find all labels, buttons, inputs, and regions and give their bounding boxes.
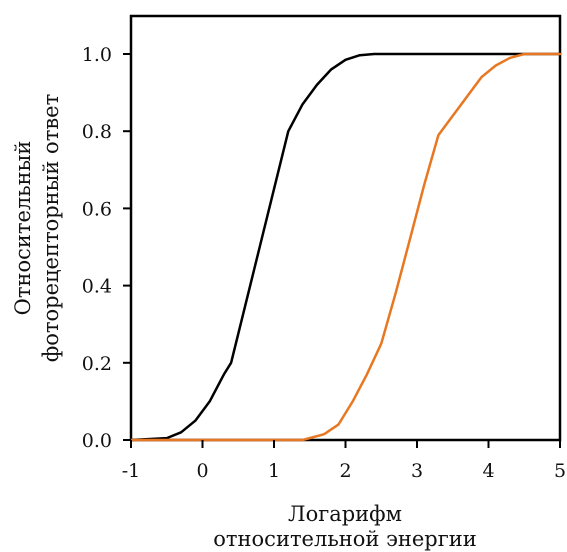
series-group [129,52,562,442]
plot-frame [129,14,562,442]
x-tick-label: 1 [268,460,280,482]
y-axis-title-line-2: фоторецепторный ответ [39,94,63,362]
x-tick-label: 3 [411,460,423,482]
x-axis-ticks: -1 0 1 2 3 4 5 [122,440,566,482]
x-tick-label: 5 [554,460,566,482]
x-tick-label: -1 [122,460,141,482]
y-tick-label: 1.0 [82,44,112,66]
plot-frame-border [129,14,562,442]
y-tick-label: 0.0 [82,430,112,452]
x-axis-title-line-1: Логарифм [288,502,402,526]
y-axis-title-line-1: Относительный [11,141,35,316]
y-axis-ticks: 0.0 0.2 0.4 0.6 0.8 1.0 [82,44,131,452]
y-tick-label: 0.4 [82,276,112,298]
series-line-2 [129,52,562,442]
y-tick-label: 0.8 [82,121,112,143]
x-axis-title-line-2: относительной энергии [213,527,476,551]
series-line-1 [129,52,562,442]
x-tick-label: 0 [196,460,208,482]
y-tick-label: 0.2 [82,353,112,375]
y-tick-label: 0.6 [82,198,112,220]
x-tick-label: 4 [482,460,494,482]
x-tick-label: 2 [339,460,351,482]
